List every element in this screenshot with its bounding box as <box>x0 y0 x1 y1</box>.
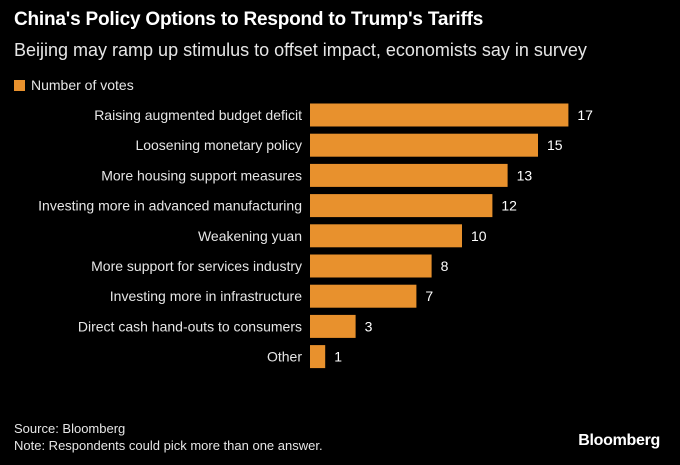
bar <box>310 345 326 369</box>
chart-title: China's Policy Options to Respond to Tru… <box>14 9 484 30</box>
value-label: 7 <box>425 288 433 304</box>
bar <box>310 284 417 308</box>
category-label: Raising augmented budget deficit <box>94 107 302 123</box>
bar <box>310 194 493 218</box>
source-text: Source: Bloomberg <box>14 421 126 436</box>
value-label: 13 <box>517 167 533 183</box>
bar <box>310 133 538 157</box>
value-label: 12 <box>501 198 517 214</box>
value-label: 1 <box>334 349 342 365</box>
value-label: 8 <box>441 258 449 274</box>
bloomberg-logo: Bloomberg <box>578 432 660 449</box>
note-text: Note: Respondents could pick more than o… <box>14 438 323 453</box>
category-label: More support for services industry <box>91 258 302 274</box>
footer-notes: Source: Bloomberg Note: Respondents coul… <box>14 420 323 454</box>
bar <box>310 314 356 338</box>
value-label: 3 <box>365 318 373 334</box>
category-label: Loosening monetary policy <box>135 137 302 153</box>
category-label: More housing support measures <box>101 167 302 183</box>
value-label: 17 <box>577 107 593 123</box>
legend: Number of votes <box>14 77 134 93</box>
value-label: 15 <box>547 137 563 153</box>
chart-subtitle: Beijing may ramp up stimulus to offset i… <box>14 40 587 60</box>
category-label: Investing more in advanced manufacturing <box>38 198 302 214</box>
bar <box>310 224 462 248</box>
legend-swatch <box>14 79 25 91</box>
category-label: Other <box>267 349 302 365</box>
bar <box>310 163 508 187</box>
bars-layer: Raising augmented budget deficit 17Loosen… <box>38 103 593 369</box>
category-label: Investing more in infrastructure <box>110 288 302 304</box>
category-label: Weakening yuan <box>198 228 302 244</box>
bar <box>310 103 569 127</box>
category-label: Direct cash hand-outs to consumers <box>78 318 302 334</box>
value-label: 10 <box>471 228 487 244</box>
bar <box>310 254 432 278</box>
legend-label: Number of votes <box>31 77 134 93</box>
